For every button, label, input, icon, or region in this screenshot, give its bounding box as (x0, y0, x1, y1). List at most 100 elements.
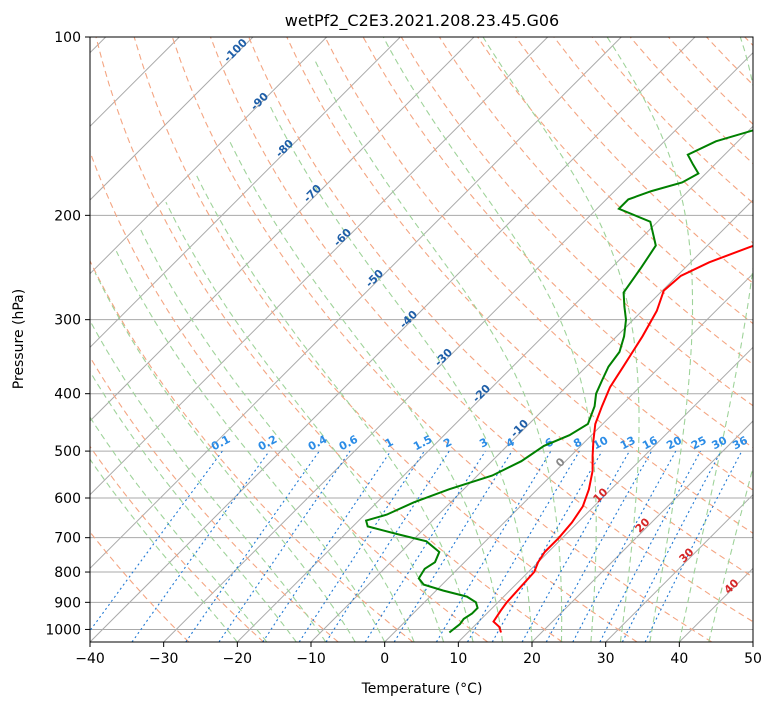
mixing-ratio-label: 25 (689, 434, 709, 453)
moist-adiabat (708, 465, 753, 642)
isotherm (384, 272, 753, 642)
mixing-ratio-line (131, 450, 270, 642)
y-tick-label: 700 (54, 531, 81, 547)
moist-adiabat (90, 416, 268, 642)
mixing-ratio-line (572, 450, 677, 642)
x-tick-label: −10 (296, 651, 326, 667)
x-tick-label: −20 (223, 651, 253, 667)
x-tick-label: −40 (75, 651, 105, 667)
x-tick-label: 50 (744, 651, 762, 667)
isotherm (752, 641, 753, 642)
dry-adiabat-label: -100 (221, 36, 250, 65)
x-axis: −40 −30 −20 −10 0 10 20 30 40 50 (75, 642, 762, 667)
isotherm (90, 37, 475, 422)
dewpoint-line (364, 129, 753, 634)
moist-adiabat (90, 319, 327, 642)
mixing-ratio-label: 16 (640, 434, 660, 453)
dry-adiabat-label: -30 (432, 346, 455, 369)
y-tick-label: 600 (54, 491, 81, 507)
x-tick-label: 0 (380, 651, 389, 667)
dry-adiabat (90, 531, 190, 642)
mixing-ratio-line (644, 450, 743, 642)
moist-adiabat (94, 272, 356, 642)
dry-adiabat-label: -20 (470, 382, 493, 405)
x-tick-label: −30 (149, 651, 179, 667)
dry-adiabat (90, 259, 414, 642)
chart-title: wetPf2_C2E3.2021.208.23.45.G06 (285, 11, 559, 31)
dry-adiabat (90, 356, 339, 642)
dry-adiabat (324, 37, 753, 491)
mixing-ratio-label: 1 (383, 435, 396, 450)
y-tick-label: 500 (54, 444, 81, 460)
mixing-ratio-label: 0.2 (256, 433, 279, 454)
mixing-ratio-line (218, 450, 351, 642)
y-tick-label: 200 (54, 208, 81, 224)
dry-adiabat (706, 37, 753, 86)
y-tick-label: 100 (54, 30, 81, 46)
dry-adiabat (90, 445, 264, 642)
dry-adiabat (744, 37, 753, 47)
mixing-ratio-line (467, 450, 580, 642)
dry-adiabat (133, 37, 638, 642)
mixing-ratio-line (393, 450, 513, 642)
dry-adiabat-label: -90 (248, 90, 271, 113)
moist-adiabat (382, 37, 597, 642)
dry-adiabat (248, 37, 753, 578)
x-axis-label: Temperature (°C) (361, 681, 483, 697)
moist-adiabat (229, 141, 504, 642)
moist-adiabat (115, 251, 386, 642)
y-axis-label: Pressure (hPa) (11, 289, 27, 389)
temperature-line (492, 244, 753, 633)
thermo-lines (90, 37, 753, 642)
mixing-ratio-line (545, 450, 653, 642)
mixing-ratio-label: 10 (591, 433, 611, 452)
dry-adiabat-label: -40 (397, 308, 420, 331)
moist-adiabat (606, 37, 694, 642)
isotherm (678, 567, 753, 642)
isotherm (90, 37, 622, 570)
y-tick-label: 800 (54, 565, 81, 581)
y-axis: 100 200 300 400 500 600 700 800 900 1000 (45, 30, 90, 638)
mixing-ratio-label: 1.5 (411, 433, 434, 454)
moist-adiabat-label: 30 (677, 545, 697, 565)
moist-adiabat (90, 370, 297, 642)
profile-series (364, 129, 753, 634)
dry-adiabat (171, 37, 712, 642)
isotherm (163, 51, 753, 642)
mixing-ratio-line (621, 450, 722, 642)
mixing-ratio-line (435, 450, 552, 642)
mixing-ratio-label: 30 (710, 434, 730, 453)
mixing-ratio-line (298, 450, 425, 642)
moist-adiabat (90, 458, 238, 642)
mixing-ratio-line (521, 450, 630, 642)
isotherm (605, 493, 753, 642)
moist-adiabat (165, 201, 445, 642)
mixing-ratio-label: 36 (730, 434, 750, 453)
moist-adiabat (139, 227, 415, 642)
mixing-ratio-label: 0.1 (209, 433, 232, 454)
mixing-ratio-line (599, 450, 701, 642)
isotherm (90, 37, 696, 642)
grid-lines (90, 37, 753, 642)
isotherm (90, 37, 401, 349)
dry-adiabat (95, 37, 563, 642)
y-tick-label: 300 (54, 313, 81, 329)
plot-frame (89, 36, 754, 643)
y-tick-label: 900 (54, 595, 81, 611)
isotherm (90, 37, 549, 496)
dry-adiabat (286, 37, 753, 534)
isotherm (90, 37, 328, 275)
mixing-ratio-line (325, 450, 450, 642)
mixing-ratio-label: 0.6 (337, 433, 361, 454)
dry-adiabat-label: -60 (331, 226, 354, 249)
dry-adiabat-label: -70 (301, 182, 324, 205)
isotherm (531, 420, 753, 642)
mixing-ratio-line (185, 450, 320, 642)
mixing-ratio-label: 8 (571, 435, 584, 450)
moist-adiabat-label: 0 (553, 455, 568, 470)
moist-adiabat-label: 20 (633, 515, 653, 535)
dry-adiabat (209, 37, 753, 623)
dry-adiabat (90, 150, 488, 642)
isotherm (457, 346, 753, 642)
